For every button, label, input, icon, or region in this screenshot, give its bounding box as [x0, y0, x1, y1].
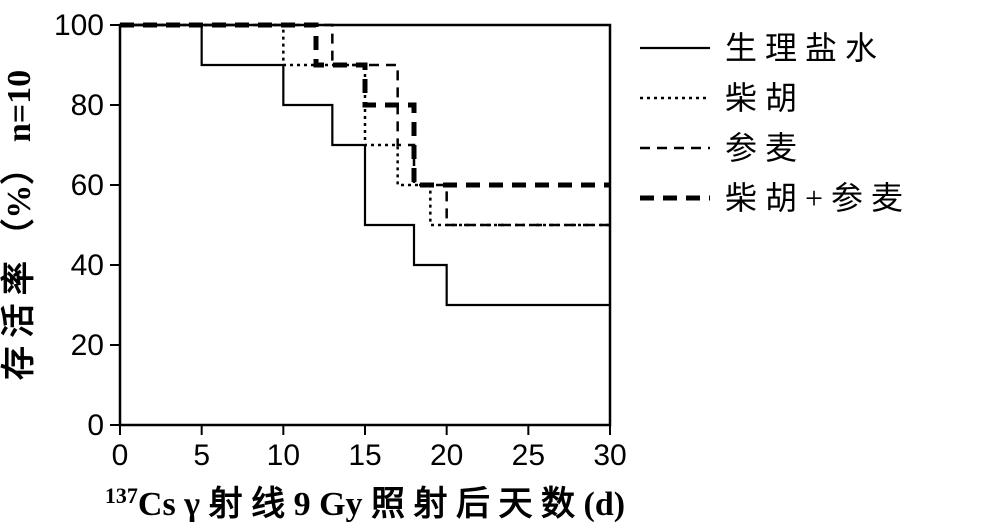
- svg-text:25: 25: [512, 439, 545, 472]
- svg-text:10: 10: [267, 439, 300, 472]
- legend-label: 参 麦: [725, 130, 797, 166]
- svg-text:40: 40: [71, 249, 104, 282]
- legend-label: 生 理 盐 水: [725, 30, 877, 66]
- y-axis-label: 存 活 率 （%） n=10: [0, 70, 38, 380]
- survival-chart: 0 5 10 15 20 25 30 0 20 40 60 80 100 存 活 率 （%） n=10 13…: [0, 0, 1000, 525]
- chart-svg: 0 5 10 15 20 25 30 0 20 40 60 80 100 存 活 率 （%） n=10 13…: [0, 0, 1000, 525]
- svg-text:100: 100: [54, 9, 104, 42]
- svg-text:5: 5: [193, 439, 210, 472]
- x-axis-label: 137Cs γ 射 线 9 Gy 照 射 后 天 数 (d): [105, 483, 625, 524]
- svg-text:20: 20: [71, 329, 104, 362]
- svg-text:15: 15: [348, 439, 381, 472]
- svg-text:20: 20: [430, 439, 463, 472]
- svg-text:80: 80: [71, 89, 104, 122]
- svg-text:0: 0: [112, 439, 129, 472]
- legend-label: 柴 胡 + 参 麦: [725, 180, 903, 216]
- svg-text:30: 30: [593, 439, 626, 472]
- legend-label: 柴 胡: [725, 80, 797, 116]
- svg-text:60: 60: [71, 169, 104, 202]
- svg-text:0: 0: [87, 409, 104, 442]
